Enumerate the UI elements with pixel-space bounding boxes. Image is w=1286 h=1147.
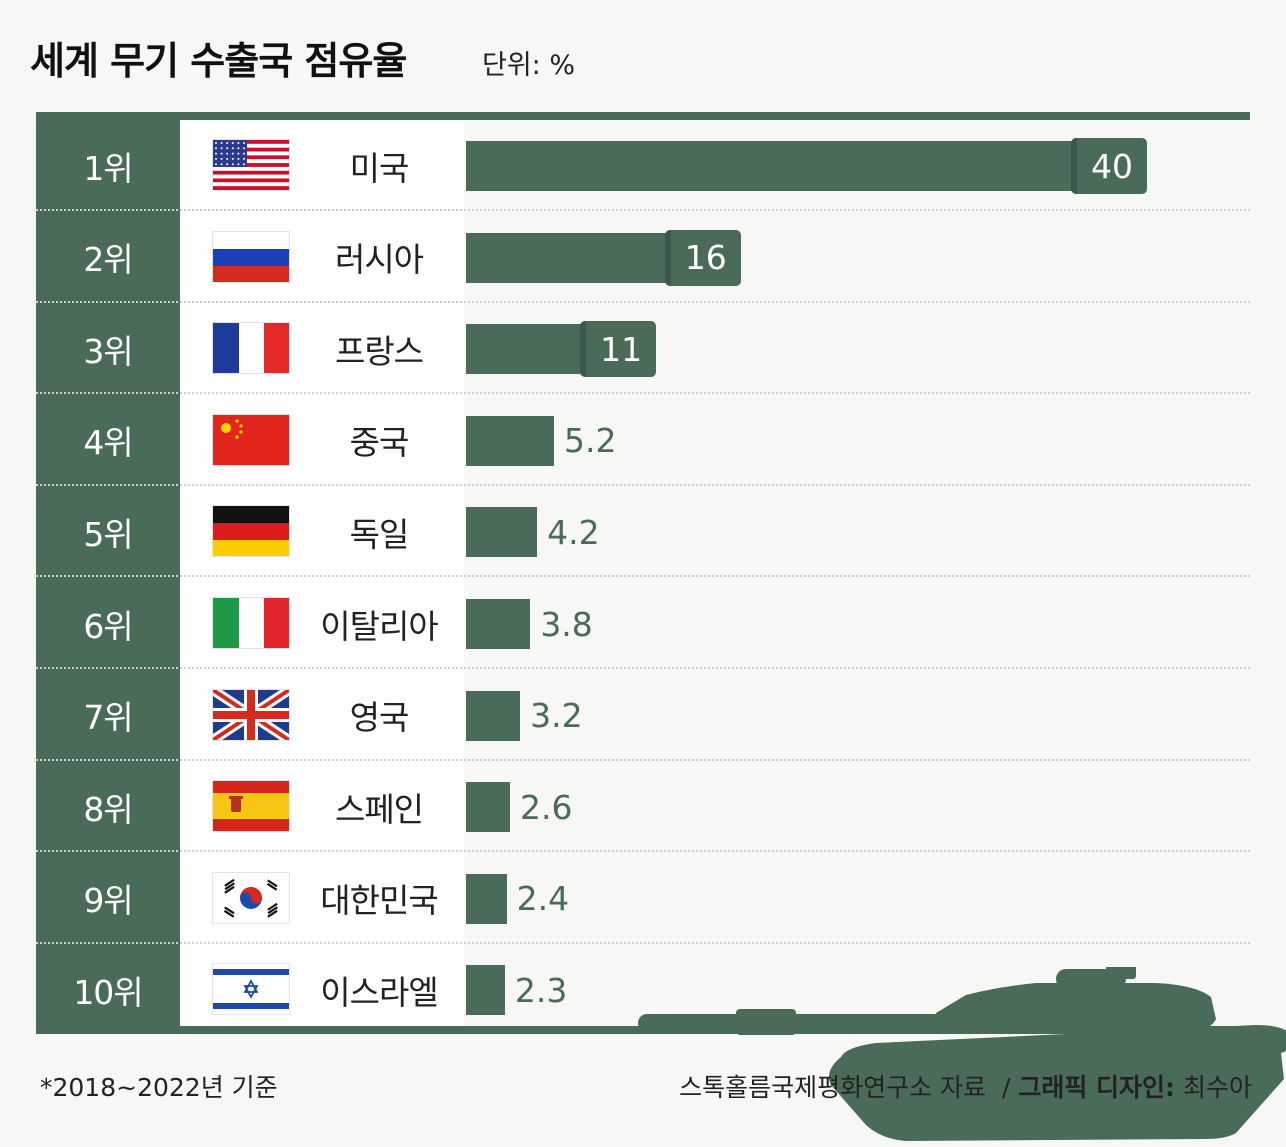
country-label: 러시아 [334, 240, 424, 280]
rank-label: 1위 [83, 148, 133, 188]
unit-label: 단위: % [482, 50, 576, 81]
bar [466, 782, 510, 833]
france-flag-icon [213, 323, 289, 374]
row-divider [36, 850, 1250, 853]
chart-row: 5위 독일 4.2 [36, 486, 1250, 578]
value-label: 3.8 [540, 604, 593, 644]
value-label: 11 [580, 321, 657, 378]
rank-label: 10위 [73, 972, 143, 1012]
korea-flag-icon [213, 872, 289, 923]
bar [466, 873, 507, 924]
bar [466, 965, 505, 1016]
footnote: *2018~2022년 기준 [40, 1073, 278, 1102]
chart-row: 3위 프랑스 11 [36, 303, 1250, 395]
uk-flag-icon [213, 689, 289, 740]
row-divider [36, 392, 1250, 395]
bar [466, 599, 531, 649]
row-divider [36, 667, 1250, 669]
rank-label: 2위 [83, 240, 133, 280]
bar [466, 507, 538, 558]
country-label: 프랑스 [334, 331, 424, 371]
source-text: 스톡홀름국제평화연구소 자료 [679, 1073, 987, 1102]
rank-label: 8위 [83, 789, 133, 829]
rank-label: 9위 [83, 881, 133, 921]
germany-flag-icon [213, 506, 289, 557]
rank-label: 7위 [83, 698, 133, 738]
italy-flag-icon [213, 598, 289, 648]
spain-flag-icon [213, 781, 289, 832]
chart-row: 4위 중국 5.2 [36, 395, 1250, 486]
credit-separator: / [1001, 1073, 1011, 1102]
chart-rows: 1위 미국 40 2위 러시아 16 3위 프랑스 11 4위 중국 5.2 5위 독일 4.2 6위 이탈리아… [36, 120, 1250, 1026]
bottom-rule [36, 1026, 1250, 1034]
row-divider [36, 209, 1250, 211]
top-rule [36, 112, 1250, 120]
chart-row: 2위 러시아 16 [36, 212, 1250, 303]
value-label: 4.2 [547, 512, 600, 552]
credit-line: 스톡홀름국제평화연구소 자료 / 그래픽 디자인: 최수아 [679, 1068, 1252, 1104]
row-divider [36, 300, 1250, 303]
chart-row: 9위 대한민국 2.4 [36, 853, 1250, 944]
country-label: 이스라엘 [320, 972, 438, 1012]
chart-row: 10위 이스라엘 2.3 [36, 944, 1250, 1035]
bar [466, 690, 521, 741]
value-label: 5.2 [564, 421, 617, 461]
country-label: 스페인 [334, 789, 424, 829]
value-label: 2.3 [514, 970, 568, 1010]
tank-silhouette-icon [638, 967, 1286, 1141]
row-divider [36, 483, 1250, 486]
bar [466, 415, 554, 466]
value-label: 2.4 [516, 879, 570, 919]
country-label: 대한민국 [320, 881, 438, 921]
designer-name: 최수아 [1182, 1073, 1252, 1102]
bar: 11 [466, 321, 657, 378]
israel-flag-icon [213, 964, 289, 1015]
country-label: 독일 [349, 514, 410, 554]
russia-flag-icon [213, 231, 289, 282]
country-label: 영국 [349, 698, 410, 738]
row-divider [36, 941, 1250, 944]
chart-area: 1위 미국 40 2위 러시아 16 3위 프랑스 11 4위 중국 5.2 5위 독일 4.2 6위 이탈리아… [36, 112, 1286, 1141]
us-flag-icon [213, 140, 289, 190]
value-label: 2.6 [520, 787, 573, 827]
rank-label: 6위 [83, 606, 133, 646]
chart-title: 세계 무기 수출국 점유율 [30, 39, 407, 83]
rank-label: 5위 [83, 514, 133, 554]
chart-row: 7위 영국 3.2 [36, 670, 1250, 761]
row-divider [36, 575, 1250, 578]
row-divider [36, 758, 1250, 761]
chart-row: 6위 이탈리아 3.8 [36, 578, 1250, 669]
value-label: 16 [664, 229, 741, 286]
value-label: 40 [1071, 138, 1147, 194]
country-label: 중국 [349, 423, 410, 463]
rank-column [36, 112, 180, 1034]
rank-label: 4위 [83, 423, 133, 463]
country-label: 이탈리아 [320, 606, 438, 646]
chart-row: 8위 스페인 2.6 [36, 761, 1250, 853]
chart-row: 1위 미국 40 [36, 120, 1250, 211]
bar: 40 [466, 138, 1147, 194]
china-flag-icon [213, 414, 289, 465]
bar: 16 [466, 229, 741, 286]
design-label: 그래픽 디자인: [1018, 1073, 1176, 1102]
value-label: 3.2 [530, 696, 583, 736]
rank-label: 3위 [83, 331, 133, 371]
country-label: 미국 [349, 148, 410, 188]
